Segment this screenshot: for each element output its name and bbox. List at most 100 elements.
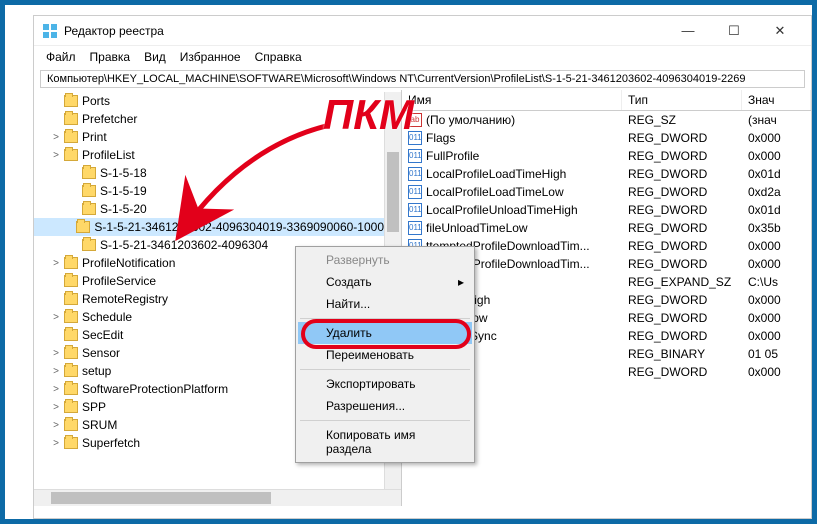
- value-data: 0x000: [742, 365, 811, 379]
- value-name: FullProfile: [426, 149, 479, 163]
- expand-icon[interactable]: >: [50, 258, 62, 269]
- value-type: REG_DWORD: [622, 293, 742, 307]
- value-data: 0x01d: [742, 203, 811, 217]
- expand-icon[interactable]: >: [50, 348, 62, 359]
- value-type: REG_BINARY: [622, 347, 742, 361]
- col-header-value[interactable]: Знач: [742, 90, 811, 110]
- value-row[interactable]: 011FullProfileREG_DWORD0x000: [402, 147, 811, 165]
- folder-icon: [64, 149, 78, 161]
- app-icon: [42, 23, 58, 39]
- expand-icon[interactable]: >: [50, 366, 62, 377]
- tree-item[interactable]: S-1-5-21-3461203602-4096304019-336909006…: [34, 218, 384, 236]
- value-type: REG_DWORD: [622, 329, 742, 343]
- tree-item-label: Sensor: [82, 346, 120, 360]
- value-name: Flags: [426, 131, 455, 145]
- ctx-find[interactable]: Найти...: [298, 293, 472, 315]
- folder-icon: [64, 365, 78, 377]
- ctx-delete[interactable]: Удалить: [298, 322, 472, 344]
- ctx-rename[interactable]: Переименовать: [298, 344, 472, 366]
- value-row[interactable]: 011FlagsREG_DWORD0x000: [402, 129, 811, 147]
- ctx-separator: [300, 420, 470, 421]
- menubar: Файл Правка Вид Избранное Справка: [34, 46, 811, 68]
- ctx-separator: [300, 369, 470, 370]
- tree-item-label: ProfileNotification: [82, 256, 175, 270]
- expand-icon[interactable]: >: [50, 132, 62, 143]
- titlebar: Редактор реестра — ☐ ✕: [34, 16, 811, 46]
- value-row[interactable]: 011LocalProfileLoadTimeLowREG_DWORD0xd2a: [402, 183, 811, 201]
- tree-item-label: Ports: [82, 94, 110, 108]
- annotation-pkm-label: ПКМ: [323, 91, 414, 139]
- close-button[interactable]: ✕: [757, 16, 803, 46]
- value-row[interactable]: 011LocalProfileLoadTimeHighREG_DWORD0x01…: [402, 165, 811, 183]
- ctx-permissions[interactable]: Разрешения...: [298, 395, 472, 417]
- value-type: REG_DWORD: [622, 203, 742, 217]
- folder-icon: [64, 401, 78, 413]
- value-type: REG_DWORD: [622, 131, 742, 145]
- menu-favorites[interactable]: Избранное: [174, 48, 247, 66]
- tree-item[interactable]: S-1-5-20: [34, 200, 384, 218]
- value-data: 0x000: [742, 131, 811, 145]
- folder-icon: [64, 131, 78, 143]
- window-controls: — ☐ ✕: [665, 16, 803, 46]
- tree-item-label: Print: [82, 130, 107, 144]
- folder-icon: [64, 311, 78, 323]
- value-name: fileUnloadTimeLow: [426, 221, 528, 235]
- tree-item-label: S-1-5-21-3461203602-4096304: [100, 238, 268, 252]
- folder-icon: [64, 275, 78, 287]
- binary-value-icon: 011: [408, 167, 422, 181]
- address-bar[interactable]: Компьютер\HKEY_LOCAL_MACHINE\SOFTWARE\Mi…: [40, 70, 805, 88]
- expand-icon[interactable]: >: [50, 150, 62, 161]
- folder-icon: [64, 347, 78, 359]
- menu-file[interactable]: Файл: [40, 48, 82, 66]
- tree-item-label: setup: [82, 364, 111, 378]
- folder-icon: [64, 95, 78, 107]
- binary-value-icon: 011: [408, 203, 422, 217]
- menu-edit[interactable]: Правка: [84, 48, 137, 66]
- ctx-export[interactable]: Экспортировать: [298, 373, 472, 395]
- expand-icon[interactable]: >: [50, 402, 62, 413]
- binary-value-icon: 011: [408, 221, 422, 235]
- tree-item-label: Superfetch: [82, 436, 140, 450]
- folder-icon: [82, 239, 96, 251]
- context-menu: Развернуть Создать Найти... Удалить Пере…: [295, 246, 475, 463]
- ctx-create[interactable]: Создать: [298, 271, 472, 293]
- folder-icon: [82, 203, 96, 215]
- value-row[interactable]: ab(По умолчанию)REG_SZ(знач: [402, 111, 811, 129]
- tree-item[interactable]: > ProfileList: [34, 146, 384, 164]
- value-name: (По умолчанию): [426, 113, 515, 127]
- expand-icon[interactable]: >: [50, 420, 62, 431]
- tree-scrollbar-horizontal[interactable]: [34, 489, 401, 506]
- tree-item[interactable]: S-1-5-18: [34, 164, 384, 182]
- expand-icon[interactable]: >: [50, 384, 62, 395]
- tree-item-label: ProfileList: [82, 148, 135, 162]
- menu-help[interactable]: Справка: [249, 48, 308, 66]
- menu-view[interactable]: Вид: [138, 48, 172, 66]
- value-data: 0xd2a: [742, 185, 811, 199]
- value-data: 0x01d: [742, 167, 811, 181]
- folder-icon: [64, 437, 78, 449]
- value-type: REG_EXPAND_SZ: [622, 275, 742, 289]
- tree-item[interactable]: S-1-5-19: [34, 182, 384, 200]
- value-type: REG_DWORD: [622, 167, 742, 181]
- tree-item-label: Schedule: [82, 310, 132, 324]
- ctx-copy-key-name[interactable]: Копировать имя раздела: [298, 424, 472, 460]
- binary-value-icon: 011: [408, 149, 422, 163]
- value-row[interactable]: 011LocalProfileUnloadTimeHighREG_DWORD0x…: [402, 201, 811, 219]
- value-type: REG_DWORD: [622, 257, 742, 271]
- ctx-expand[interactable]: Развернуть: [298, 249, 472, 271]
- col-header-name[interactable]: Имя: [402, 90, 622, 110]
- expand-icon[interactable]: >: [50, 438, 62, 449]
- expand-icon[interactable]: >: [50, 312, 62, 323]
- maximize-button[interactable]: ☐: [711, 16, 757, 46]
- tree-item-label: SPP: [82, 400, 106, 414]
- tree-item-label: Prefetcher: [82, 112, 137, 126]
- values-header: Имя Тип Знач: [402, 90, 811, 111]
- folder-icon: [64, 293, 78, 305]
- minimize-button[interactable]: —: [665, 16, 711, 46]
- value-type: REG_DWORD: [622, 221, 742, 235]
- col-header-type[interactable]: Тип: [622, 90, 742, 110]
- value-type: REG_DWORD: [622, 311, 742, 325]
- value-data: (знач: [742, 113, 811, 127]
- window-title: Редактор реестра: [64, 24, 665, 38]
- value-row[interactable]: 011fileUnloadTimeLowREG_DWORD0x35b: [402, 219, 811, 237]
